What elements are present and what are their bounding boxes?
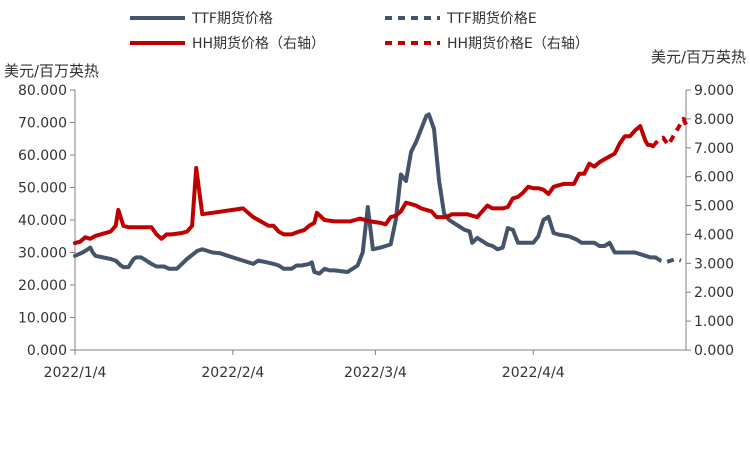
legend-label: HH期货价格E（右轴） xyxy=(447,35,589,52)
legend-label: HH期货价格（右轴） xyxy=(192,35,325,52)
y-right-tick-label: 4.000 xyxy=(694,227,734,243)
legend-label: TTF期货价格 xyxy=(191,10,273,27)
y-left-tick-label: 20.000 xyxy=(18,278,67,294)
y-right-tick-label: 6.000 xyxy=(694,170,734,186)
y-left-tick-label: 70.000 xyxy=(18,116,67,132)
axes: 0.000 10.000 20.000 30.000 40.000 50.000 60.00… xyxy=(18,83,734,381)
y-right-tick-label: 1.000 xyxy=(694,314,734,330)
y-left-tick-label: 80.000 xyxy=(18,83,67,99)
x-tick-label: 2022/3/4 xyxy=(344,365,407,381)
series-line-2 xyxy=(73,124,655,246)
series-line-3 xyxy=(651,116,688,148)
y-left-tick-label: 50.000 xyxy=(18,181,67,197)
legend-label: TTF期货价格E xyxy=(446,10,537,27)
y-axis-left-label: 美元/百万英热 xyxy=(4,62,99,80)
y-right-tick-label: 0.000 xyxy=(694,343,734,359)
x-tick-label: 2022/2/4 xyxy=(201,365,264,381)
y-left-tick-label: 60.000 xyxy=(18,148,67,164)
y-left-tick-label: 40.000 xyxy=(18,213,67,229)
series-layer xyxy=(73,112,688,276)
x-tick-label: 2022/4/4 xyxy=(502,365,565,381)
y-left-tick-label: 0.000 xyxy=(27,343,67,359)
y-right-tick-label: 7.000 xyxy=(694,141,734,157)
y-right-tick-label: 9.000 xyxy=(694,83,734,99)
y-right-tick-label: 8.000 xyxy=(694,112,734,128)
series-line-0 xyxy=(73,112,658,276)
y-left-tick-label: 30.000 xyxy=(18,246,67,262)
y-right-tick-label: 5.000 xyxy=(694,199,734,215)
y-axis-right-label: 美元/百万英热 xyxy=(651,48,746,66)
y-right-tick-label: 2.000 xyxy=(694,285,734,301)
x-tick-label: 2022/1/4 xyxy=(44,365,107,381)
y-right-tick-label: 3.000 xyxy=(694,256,734,272)
legend: TTF期货价格 TTF期货价格E HH期货价格（右轴） HH期货价格E（右轴） xyxy=(130,10,589,52)
series-line-1 xyxy=(654,255,682,265)
y-left-tick-label: 10.000 xyxy=(18,311,67,327)
